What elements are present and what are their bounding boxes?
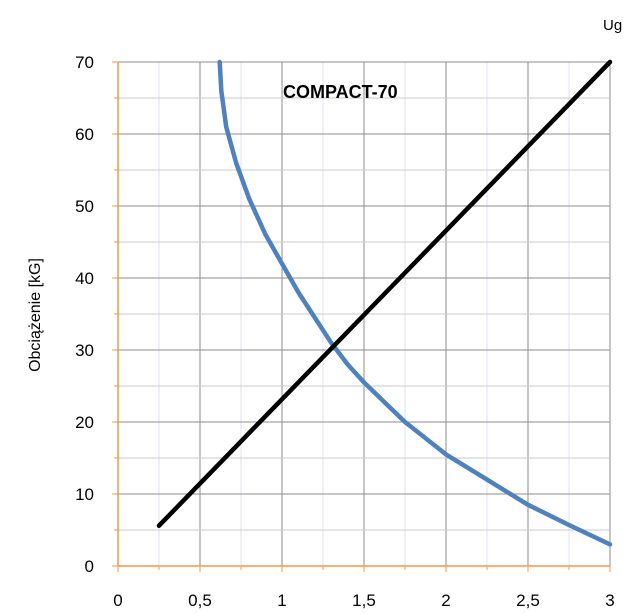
x-tick-label: 2 xyxy=(441,591,450,610)
y-tick-label: 50 xyxy=(75,197,94,216)
y-tick-label: 40 xyxy=(75,269,94,288)
y-tick-label: 70 xyxy=(75,53,94,72)
x-tick-label: 3 xyxy=(605,591,614,610)
x-tick-label: 1,5 xyxy=(352,591,376,610)
corner-label: Ug xyxy=(603,17,622,34)
tick-labels: 0 10 20 30 40 50 60 70 0 0,5 1 1,5 2 2,5 3 xyxy=(75,53,615,610)
series-line-1 xyxy=(217,59,613,547)
y-tick-label: 60 xyxy=(75,125,94,144)
x-tick-label: 1 xyxy=(277,591,286,610)
x-tick-label: 0,5 xyxy=(188,591,212,610)
series-line-2 xyxy=(156,59,613,528)
y-tick-label: 30 xyxy=(75,341,94,360)
series-layer xyxy=(156,59,613,547)
y-tick-label: 10 xyxy=(75,485,94,504)
y-axis-label: Obciążenie [kG] xyxy=(27,258,44,372)
grid xyxy=(118,61,611,566)
x-tick-label: 0 xyxy=(113,591,122,610)
x-tick-label: 2,5 xyxy=(516,591,540,610)
y-tick-label: 0 xyxy=(85,557,94,576)
chart-title: COMPACT-70 xyxy=(283,82,398,102)
axes xyxy=(112,61,611,572)
y-tick-label: 20 xyxy=(75,413,94,432)
